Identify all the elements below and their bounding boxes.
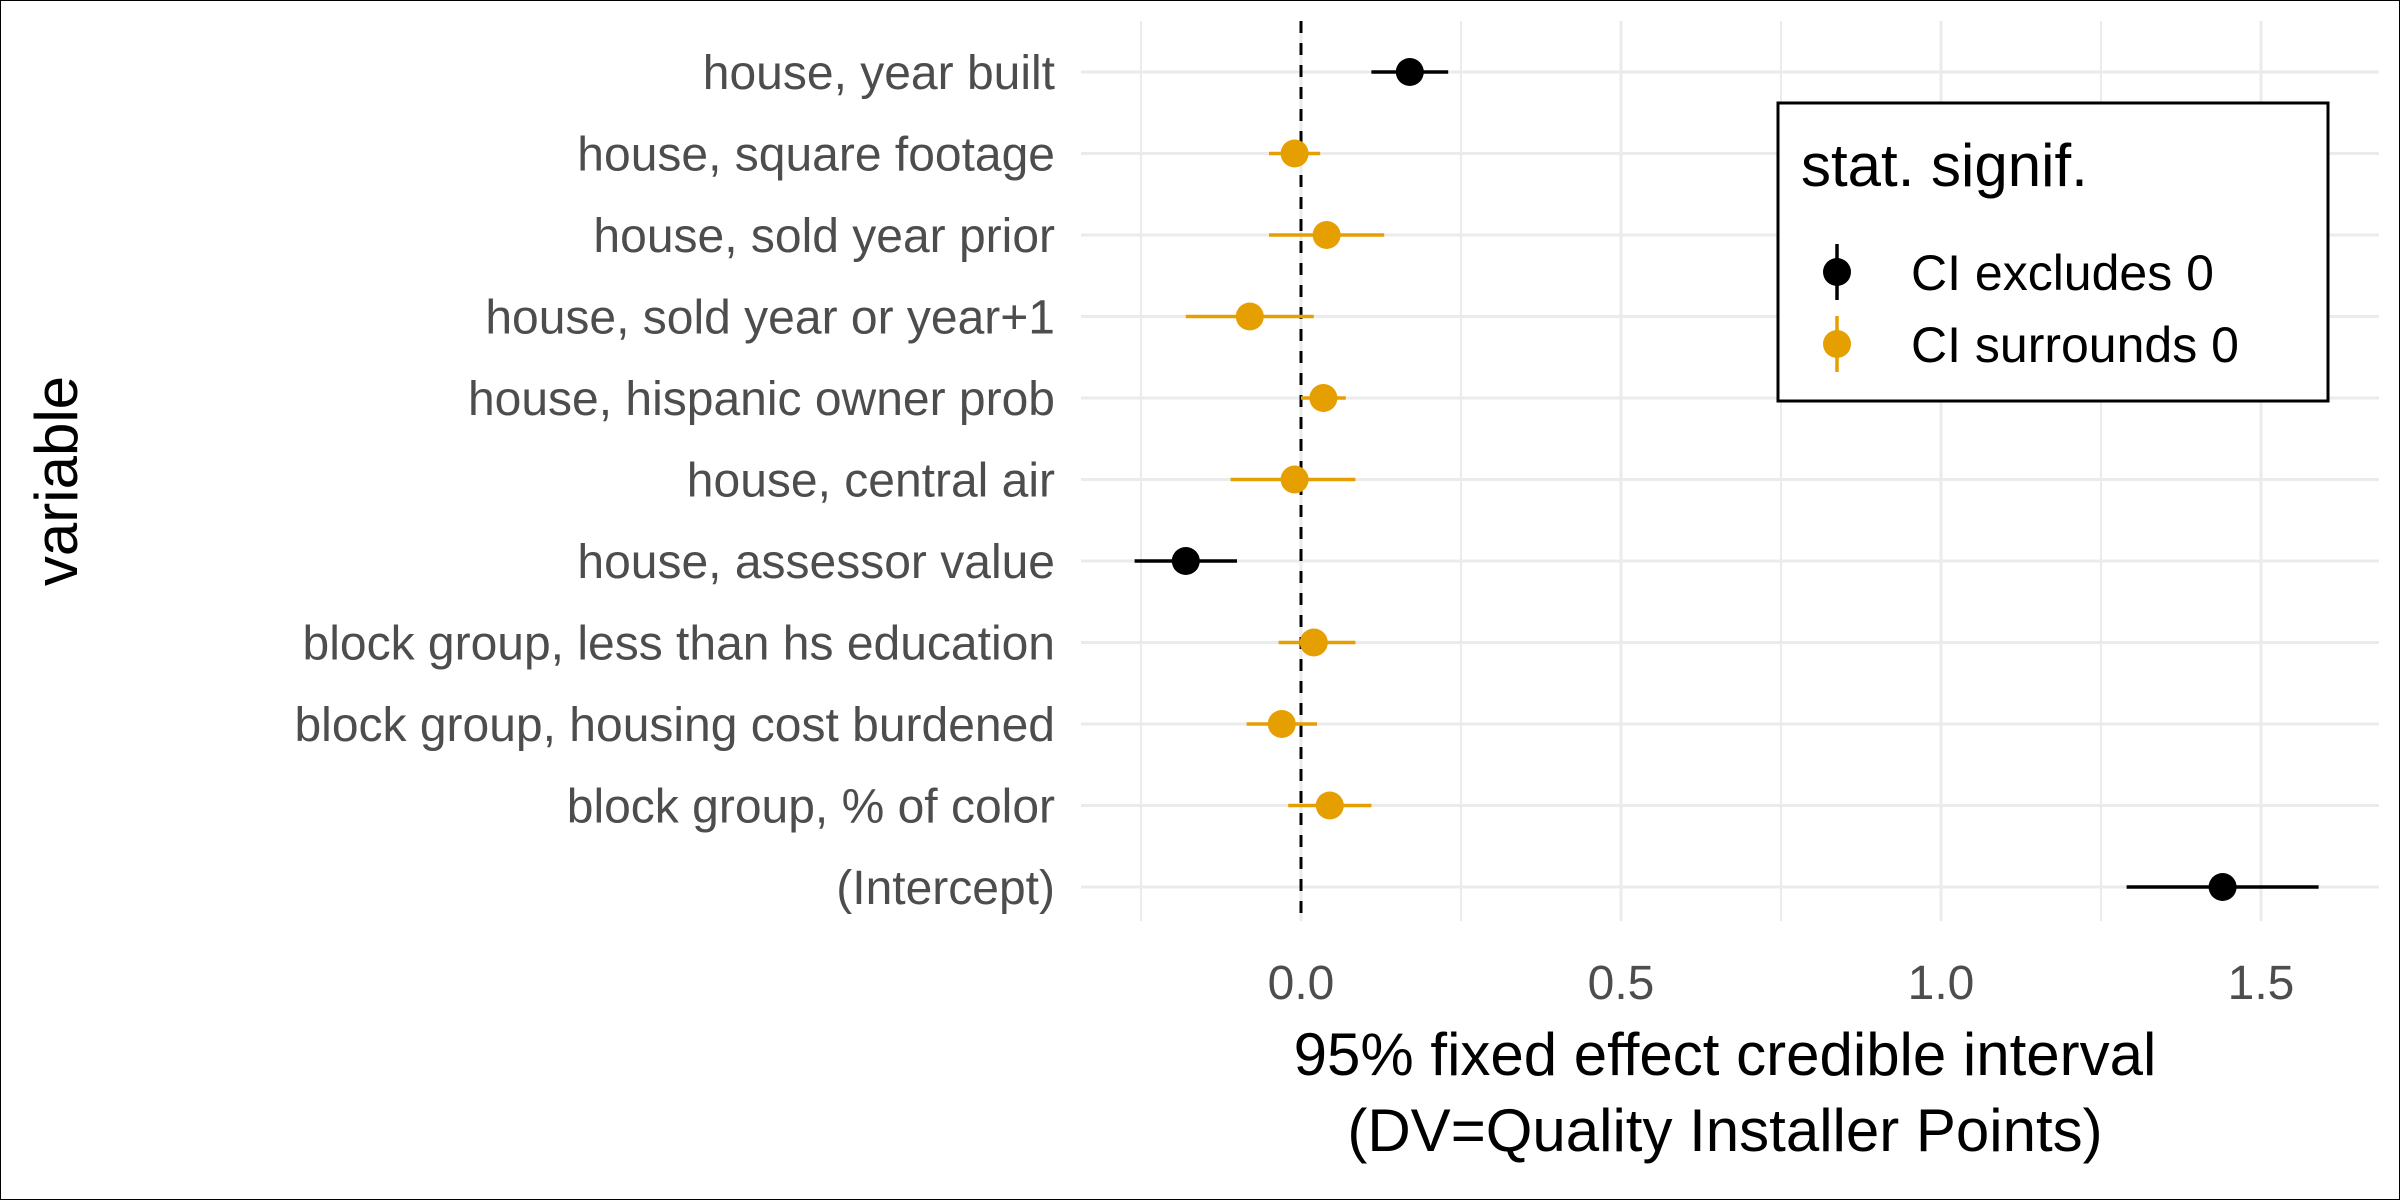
legend-entry-label: CI surrounds 0 bbox=[1911, 317, 2239, 373]
legend-title: stat. signif. bbox=[1801, 132, 2088, 199]
y-tick-label: house, central air bbox=[687, 455, 1055, 508]
estimate-point bbox=[1395, 58, 1424, 86]
legend-entries: CI excludes 0 CI surrounds 0 bbox=[1823, 244, 2239, 373]
x-axis-title-line-1: 95% fixed effect credible interval bbox=[1294, 1021, 2157, 1088]
estimate-point bbox=[1312, 221, 1341, 249]
y-tick-label: house, assessor value bbox=[577, 536, 1055, 589]
x-axis-tick-labels: 0.0 0.5 1.0 1.5 bbox=[1268, 957, 2295, 1010]
legend: stat. signif. CI excludes 0 CI surrounds … bbox=[1776, 101, 2330, 403]
legend-box bbox=[1776, 101, 2330, 403]
legend-key-point bbox=[1823, 258, 1851, 286]
x-axis-title-line-2: (DV=Quality Installer Points) bbox=[1347, 1097, 2102, 1164]
x-tick-label: 1.0 bbox=[1908, 957, 1975, 1010]
legend-key-point bbox=[1823, 330, 1851, 358]
y-tick-label: house, sold year or year+1 bbox=[485, 292, 1055, 345]
estimate-point bbox=[1299, 628, 1328, 657]
estimate-point bbox=[2208, 873, 2237, 901]
estimate-point bbox=[1267, 710, 1296, 738]
estimate-point bbox=[1171, 547, 1200, 575]
legend-entry-label: CI excludes 0 bbox=[1911, 245, 2214, 301]
y-axis-labels: house, year built house, square footage ho… bbox=[294, 47, 1055, 915]
y-tick-label: house, year built bbox=[703, 47, 1055, 100]
x-tick-label: 0.5 bbox=[1588, 957, 1655, 1010]
estimate-point bbox=[1280, 465, 1309, 494]
estimate-point bbox=[1309, 384, 1338, 412]
y-tick-label: (Intercept) bbox=[836, 862, 1055, 915]
y-tick-label: house, square footage bbox=[577, 129, 1055, 182]
y-tick-label: block group, % of color bbox=[567, 781, 1055, 834]
y-tick-label: block group, less than hs education bbox=[303, 618, 1055, 671]
estimate-point bbox=[1315, 791, 1344, 820]
y-tick-label: block group, housing cost burdened bbox=[294, 699, 1055, 752]
x-tick-label: 0.0 bbox=[1268, 957, 1335, 1010]
y-axis-title: variable bbox=[23, 376, 90, 586]
estimate-point bbox=[1280, 139, 1309, 168]
x-tick-label: 1.5 bbox=[2228, 957, 2295, 1010]
y-tick-label: house, sold year prior bbox=[593, 210, 1055, 263]
estimate-point bbox=[1235, 302, 1264, 331]
interval-marks bbox=[1134, 58, 2319, 901]
y-tick-label: house, hispanic owner prob bbox=[468, 373, 1055, 426]
